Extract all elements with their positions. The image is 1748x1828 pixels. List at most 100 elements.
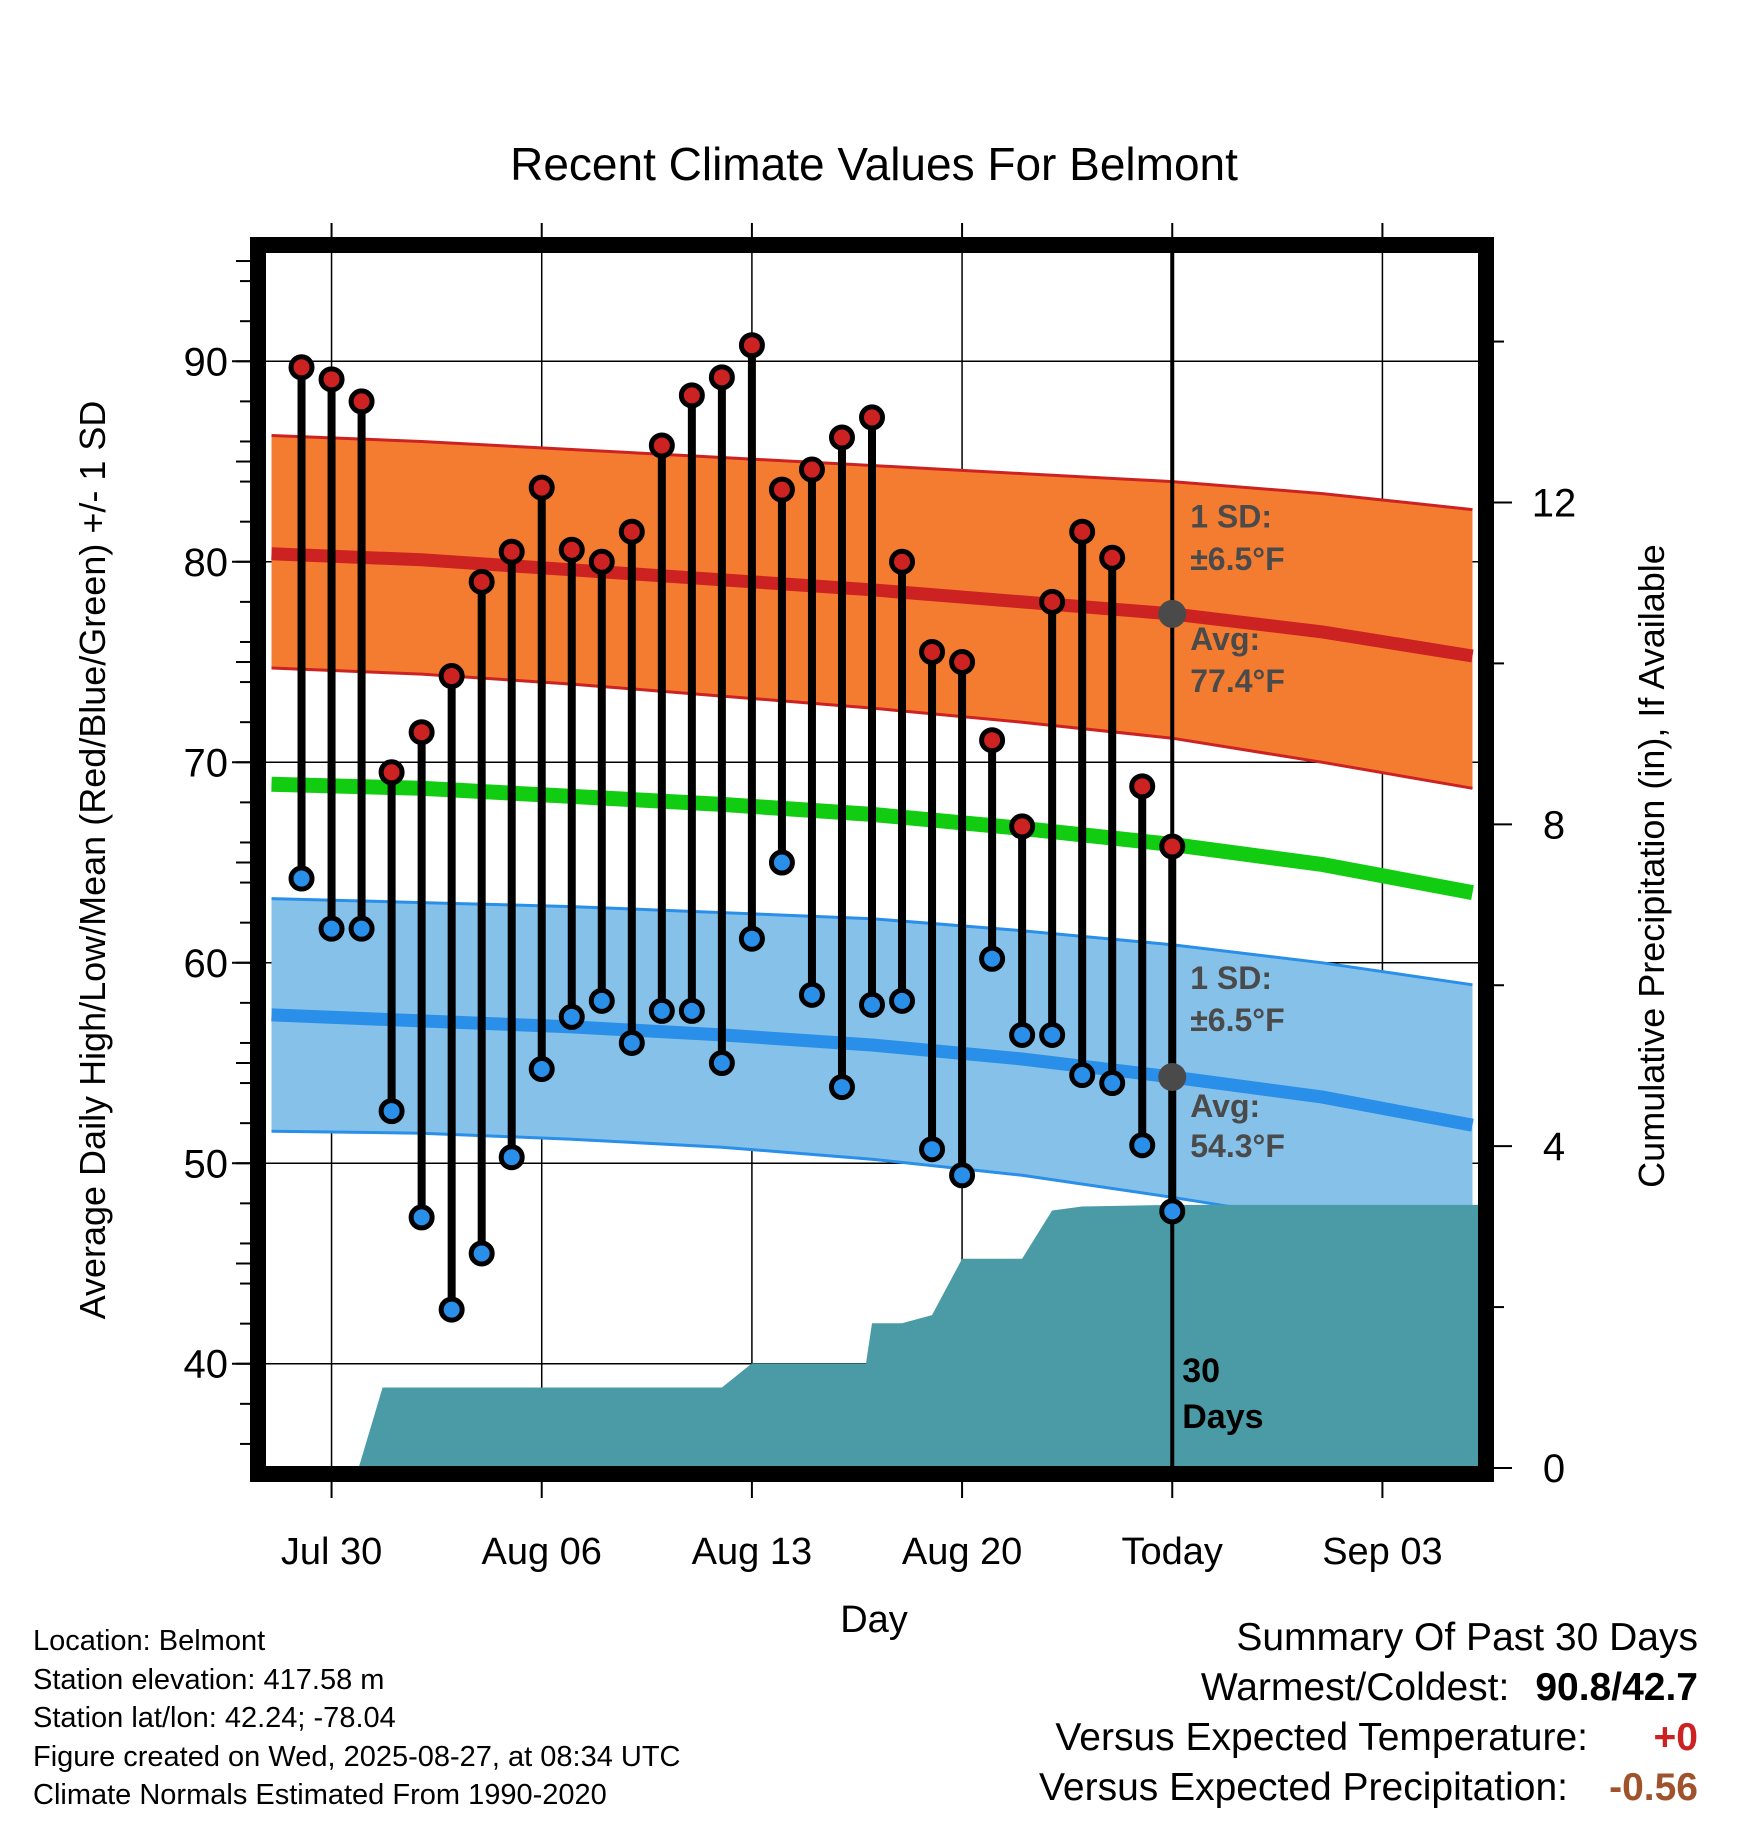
high-avg-value: 77.4°F <box>1190 663 1285 699</box>
high-point <box>828 424 855 451</box>
low-avg-value: 54.3°F <box>1190 1128 1285 1164</box>
y-tick-label-40: 40 <box>184 1343 229 1387</box>
high-point <box>919 638 946 665</box>
high-point <box>438 663 465 690</box>
high-point <box>468 568 495 595</box>
high-point <box>1159 833 1186 860</box>
high-point <box>859 404 885 431</box>
high-point <box>378 759 405 786</box>
low-sd-label: 1 SD: <box>1190 960 1272 996</box>
high-point <box>348 388 375 415</box>
high-point <box>498 538 525 565</box>
low-point <box>498 1144 525 1171</box>
low-point <box>528 1056 555 1083</box>
y-axis-label: Average Daily High/Low/Mean (Red/Blue/Gr… <box>72 401 113 1320</box>
high-point <box>979 727 1006 754</box>
low-point <box>889 987 916 1014</box>
plot-frame <box>250 237 1494 1482</box>
latlon-text: Station lat/lon: 42.24; -78.04 <box>33 1702 396 1734</box>
low-point <box>828 1074 855 1101</box>
low-point <box>798 981 825 1008</box>
low-point <box>1009 1021 1036 1048</box>
x-axis-label: Day <box>840 1599 908 1641</box>
high-sd-label: 1 SD: <box>1190 499 1272 535</box>
y2-tick-label-12: 12 <box>1532 481 1577 525</box>
low-point <box>438 1296 465 1323</box>
high-point <box>1009 813 1036 840</box>
y2-tick-label-0: 0 <box>1543 1447 1565 1491</box>
high-point <box>949 649 976 676</box>
high-point <box>588 548 615 575</box>
x-tick-label-jul-30: Jul 30 <box>281 1531 382 1573</box>
high-point <box>708 364 735 391</box>
low-point <box>318 915 345 942</box>
high-point <box>528 474 555 501</box>
precip-versus-row: Versus Expected Precipitation: -0.56 <box>1039 1763 1698 1813</box>
y-tick-label-70: 70 <box>184 741 229 785</box>
low-normal-line <box>271 1008 1474 1132</box>
created-text: Figure created on Wed, 2025-08-27, at 08… <box>33 1740 681 1773</box>
high-point <box>558 536 585 563</box>
y-tick-label-90: 90 <box>184 340 229 384</box>
summary-title: Summary Of Past 30 Days <box>1236 1616 1698 1659</box>
low-point <box>859 991 885 1018</box>
low-point <box>979 945 1006 972</box>
precip-versus-value: -0.56 <box>1609 1766 1698 1809</box>
low-point <box>618 1029 645 1056</box>
elevation-text: Station elevation: 417.58 m <box>33 1663 385 1696</box>
low-point <box>348 915 375 942</box>
low-point <box>1069 1062 1096 1089</box>
cumulative-precip-area <box>264 1204 1480 1468</box>
precip-versus-label: Versus Expected Precipitation: <box>1039 1766 1568 1809</box>
y-tick-label-60: 60 <box>184 942 229 986</box>
low-point <box>588 987 615 1014</box>
days-word-label: Days <box>1182 1398 1263 1436</box>
low-point <box>678 997 705 1024</box>
high-point <box>1039 588 1066 615</box>
chart-title: Recent Climate Values For Belmont <box>510 138 1238 190</box>
low-point <box>1159 1198 1186 1225</box>
low-point <box>768 849 795 876</box>
high-point <box>648 432 675 459</box>
plot-area <box>264 245 1480 1468</box>
y-tick-label-80: 80 <box>184 541 229 585</box>
low-point <box>408 1204 435 1231</box>
high-point <box>889 548 916 575</box>
low-point <box>738 925 765 952</box>
high-point <box>1069 518 1096 545</box>
x-tick-label-aug-13: Aug 13 <box>692 1531 812 1573</box>
temp-versus-label: Versus Expected Temperature: <box>1055 1716 1588 1759</box>
high-avg-label: Avg: <box>1190 621 1260 657</box>
high-point <box>678 382 705 409</box>
y2-tick-label-4: 4 <box>1543 1125 1565 1169</box>
summary-panel: Summary Of Past 30 Days Warmest/Coldest:… <box>1039 1613 1698 1813</box>
low-point <box>708 1050 735 1077</box>
low-avg-label: Avg: <box>1190 1088 1260 1124</box>
today-high-avg-marker <box>1158 599 1187 628</box>
y2-axis-label: Cumulative Precipitation (in), If Availa… <box>1631 544 1672 1188</box>
today-low-avg-marker <box>1158 1063 1187 1092</box>
low-point <box>949 1162 976 1189</box>
low-point <box>378 1098 405 1125</box>
low-point <box>648 997 675 1024</box>
low-point <box>1099 1070 1126 1097</box>
low-point <box>288 865 315 892</box>
x-tick-label-today: Today <box>1122 1531 1223 1573</box>
high-point <box>768 476 795 503</box>
x-tick-label-sep-03: Sep 03 <box>1322 1531 1442 1573</box>
high-point <box>798 456 825 483</box>
low-point <box>558 1003 585 1030</box>
high-point <box>288 354 315 381</box>
high-point <box>318 366 345 393</box>
warmest-coldest-label: Warmest/Coldest: <box>1200 1666 1510 1709</box>
days-count-label: 30 <box>1182 1352 1220 1390</box>
high-point <box>1099 544 1126 571</box>
location-text: Location: Belmont <box>33 1625 266 1657</box>
high-point <box>1129 773 1156 800</box>
low-point <box>468 1240 495 1267</box>
high-sd-value: ±6.5°F <box>1190 541 1284 577</box>
temp-versus-value: +0 <box>1653 1716 1698 1759</box>
y2-tick-label-8: 8 <box>1543 803 1565 847</box>
warmest-coldest-row: Warmest/Coldest: 90.8/42.7 <box>1039 1663 1698 1713</box>
